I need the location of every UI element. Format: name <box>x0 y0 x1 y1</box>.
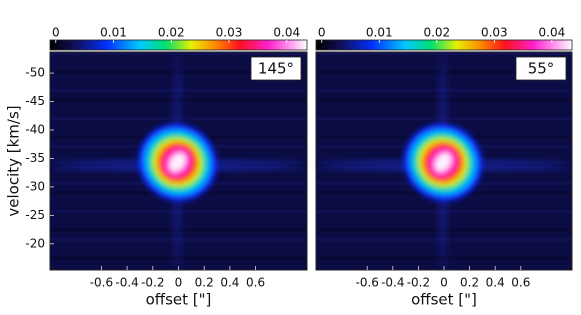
y-tick-label: -40 <box>25 122 45 136</box>
emission-core <box>403 123 483 202</box>
y-tick-label: -35 <box>25 151 45 165</box>
y-tick-label: -50 <box>25 66 45 80</box>
x-tick-label: -0.6 <box>90 276 113 290</box>
x-tick-label: 0.2 <box>195 276 214 290</box>
x-tick-label: -0.2 <box>407 276 430 290</box>
x-tick-label: 0.4 <box>486 276 505 290</box>
y-axis-label: velocity [km/s] <box>5 105 23 216</box>
x-tick-label: -0.6 <box>355 276 378 290</box>
colorbar-tick-label: 0.03 <box>481 26 508 40</box>
emission-level <box>434 153 452 172</box>
colorbar-tick-label: 0 <box>318 26 326 40</box>
annotation: 145° <box>258 60 294 78</box>
emission-core <box>138 123 217 202</box>
y-tick-label: -45 <box>25 94 45 108</box>
y-tick-label: -20 <box>25 236 45 250</box>
x-tick-label: -0.4 <box>381 276 404 290</box>
annotation: 55° <box>528 60 555 78</box>
colorbar <box>315 39 573 51</box>
x-tick-label: 0 <box>175 276 183 290</box>
colorbar <box>49 39 308 51</box>
emission-level <box>169 153 186 172</box>
x-tick-label: -0.2 <box>141 276 164 290</box>
colorbar-tick-label: 0.02 <box>158 26 185 40</box>
colorbar-tick-label: 0.03 <box>216 26 243 40</box>
y-tick-label: -25 <box>25 208 45 222</box>
colorbar-tick-label: 0.04 <box>273 26 300 40</box>
x-tick-label: 0 <box>440 276 448 290</box>
panel <box>49 52 307 272</box>
colorbar-tick-label: 0.04 <box>539 26 566 40</box>
noise-streak <box>50 52 307 55</box>
colorbar-tick-label: 0 <box>52 26 60 40</box>
annotation-box <box>515 56 567 81</box>
annotation-box <box>250 56 302 81</box>
x-tick-label: -0.4 <box>115 276 138 290</box>
x-tick-label: 0.4 <box>220 276 239 290</box>
x-axis-label: offset ["] <box>146 291 212 309</box>
y-tick-label: -30 <box>25 179 45 193</box>
x-tick-label: 0.2 <box>460 276 479 290</box>
panel <box>315 52 572 272</box>
x-tick-label: 0.6 <box>511 276 530 290</box>
colorbar-tick-label: 0.01 <box>366 26 393 40</box>
colorbar-tick-label: 0.02 <box>423 26 450 40</box>
x-axis-label: offset ["] <box>411 291 477 309</box>
noise-streak <box>316 52 572 55</box>
colorbar-tick-label: 0.01 <box>100 26 127 40</box>
x-tick-label: 0.6 <box>246 276 265 290</box>
